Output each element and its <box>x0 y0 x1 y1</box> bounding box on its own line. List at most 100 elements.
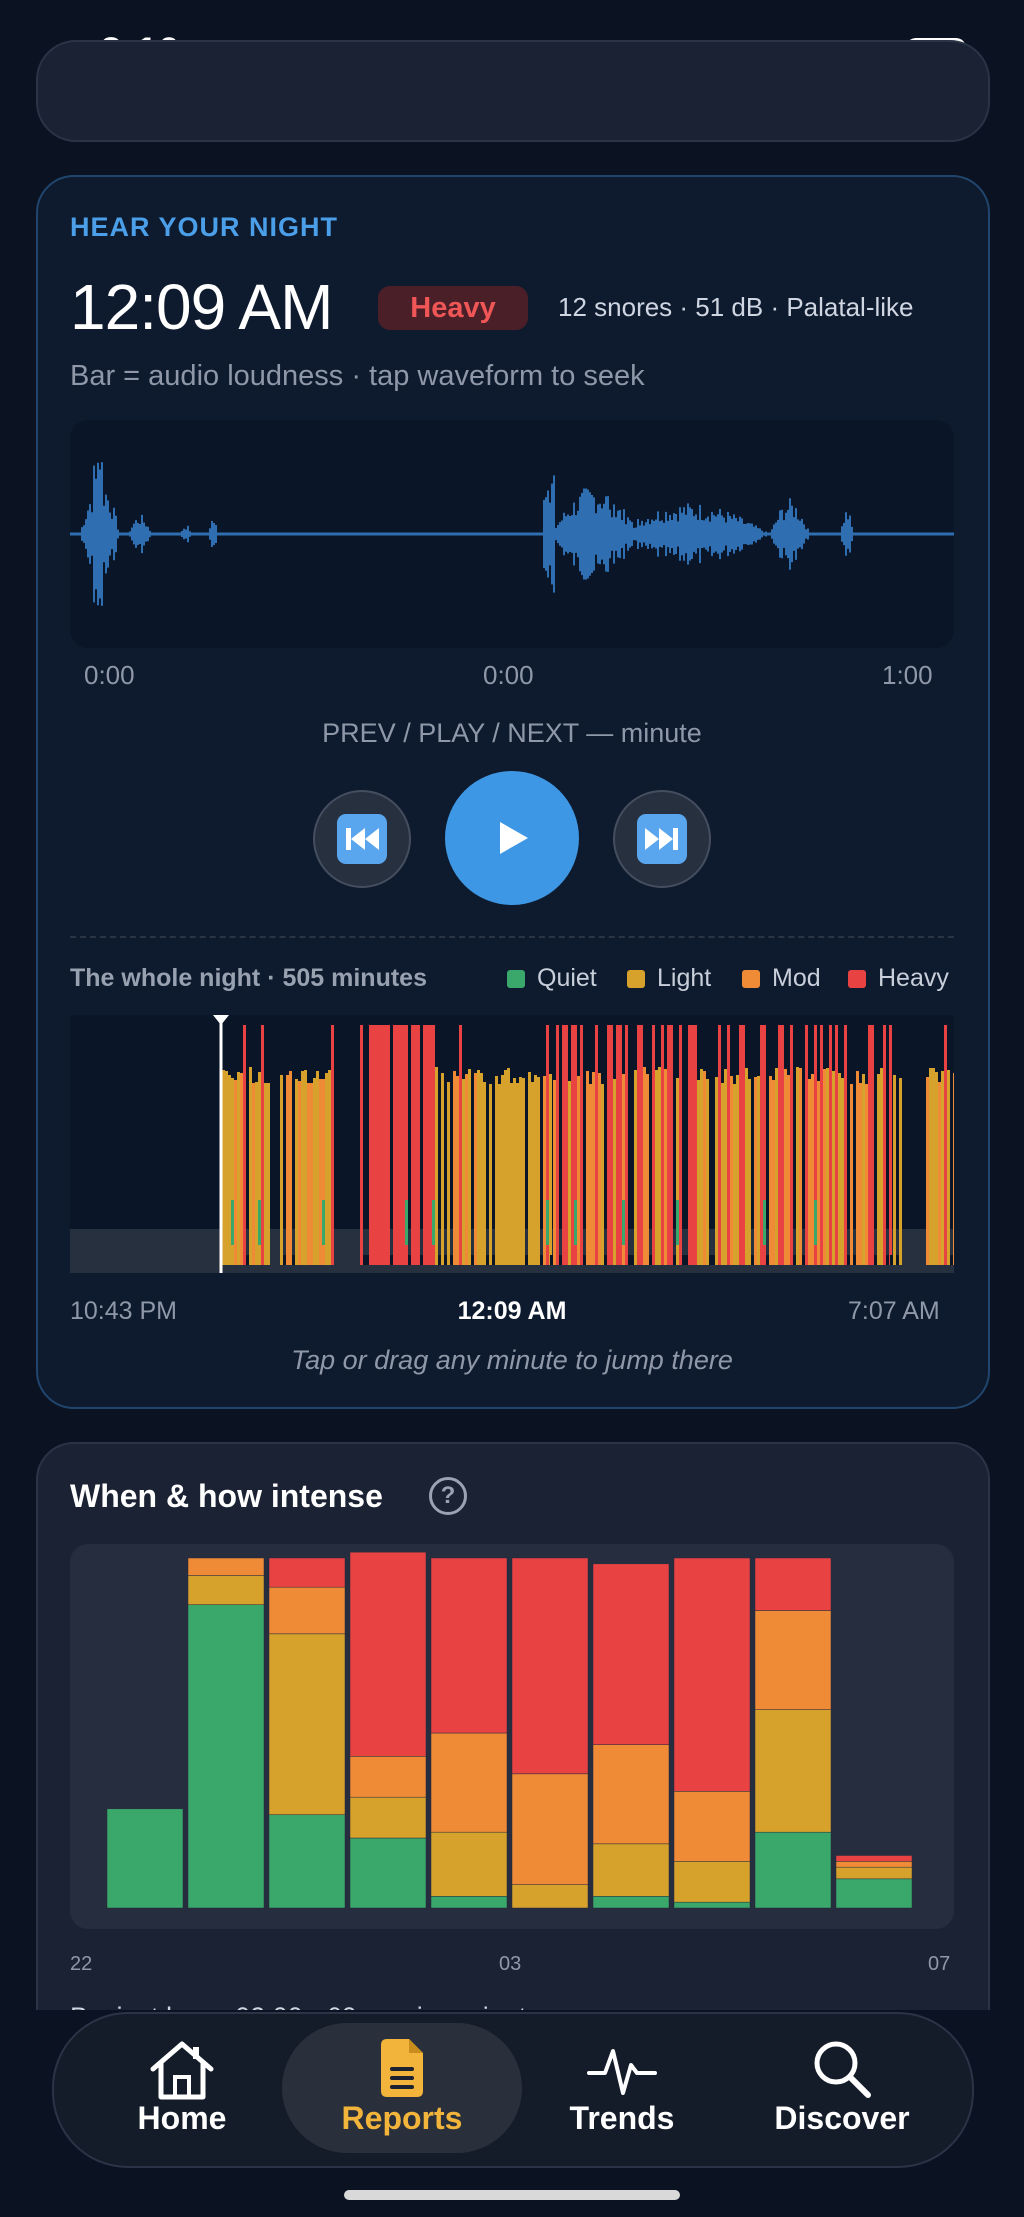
timeline-minute-bar <box>844 1025 847 1265</box>
timeline-minute-bar <box>516 1083 519 1265</box>
timeline-minute-bar <box>694 1025 697 1265</box>
play-button[interactable] <box>445 771 579 905</box>
timeline-minute-bar <box>399 1025 402 1265</box>
timeline-minute-bar <box>267 1083 270 1265</box>
timeline-minute-bar <box>331 1025 334 1265</box>
timeline-minute-bar <box>932 1068 935 1265</box>
timeline-minute-bar <box>730 1076 733 1265</box>
hour-label-mid: 03 <box>499 1953 522 1975</box>
night-timeline[interactable] <box>70 1015 956 1273</box>
home-icon <box>150 2041 214 2100</box>
timeline-minute-bar <box>574 1025 577 1265</box>
timeline-minute-bar <box>793 1255 796 1265</box>
timeline-minute-bar <box>886 1255 889 1265</box>
prev-minute-button[interactable] <box>313 790 411 888</box>
tab-trends[interactable] <box>522 2023 722 2153</box>
timeline-minute-bar <box>649 1255 652 1265</box>
legend-quiet-label: Quiet <box>537 964 597 992</box>
timeline-minute-bar <box>280 1075 283 1265</box>
legend-light-label: Light <box>657 964 712 992</box>
tab-discover-label: Discover <box>774 2100 910 2136</box>
timeline-minute-bar <box>929 1068 932 1265</box>
tab-reports[interactable] <box>302 2023 502 2153</box>
timeline-minute-bar <box>531 1082 534 1265</box>
timeline-minute-bar <box>676 1078 679 1265</box>
legend-mod: Mod <box>742 964 821 993</box>
timeline-minute-bar <box>310 1083 313 1265</box>
intensity-bar-segment <box>511 1557 589 1775</box>
legend-swatch-heavy <box>848 969 866 988</box>
intensity-title: When & how intense <box>70 1478 383 1514</box>
intensity-bar-segment <box>673 1901 751 1909</box>
timeline-minute-bar <box>480 1073 483 1265</box>
intensity-bar-segment <box>835 1878 913 1909</box>
timeline-minute-bar <box>286 1075 289 1265</box>
timeline-minute-bar <box>805 1025 808 1265</box>
timeline-minute-bar <box>411 1025 414 1265</box>
intensity-bar-segment <box>430 1896 508 1909</box>
legend-swatch-quiet <box>507 969 525 988</box>
timeline-minute-bar <box>546 1025 549 1265</box>
timeline-minute-bar <box>483 1082 486 1265</box>
timeline-minute-bar <box>252 1083 255 1265</box>
timeline-minute-bar <box>733 1084 736 1265</box>
timeline-minute-bar <box>550 1255 553 1265</box>
intensity-bar-segment <box>592 1896 670 1909</box>
timeline-minute-bar <box>240 1073 243 1265</box>
timeline-minute-bar <box>938 1082 941 1265</box>
timeline-minute-bar <box>258 1072 261 1265</box>
intensity-bar-segment <box>268 1633 346 1815</box>
timeline-minute-bar <box>513 1078 516 1265</box>
timeline-minute-bar <box>565 1025 568 1265</box>
timeline-minute-bar <box>325 1073 328 1265</box>
timeline-minute-bar <box>862 1074 865 1265</box>
night-selected-time: 12:09 AM <box>457 1297 567 1325</box>
intensity-bar-segment <box>511 1884 589 1909</box>
legend-swatch-mod <box>742 969 760 988</box>
timeline-minute-bar <box>859 1083 862 1265</box>
tab-trends-label: Trends <box>569 2100 675 2136</box>
timeline-minute-bar <box>387 1025 390 1265</box>
timeline-minute-bar <box>384 1025 387 1265</box>
tab-home[interactable] <box>82 2023 282 2153</box>
timeline-minute-bar <box>304 1070 307 1265</box>
timeline-minute-bar <box>522 1078 525 1265</box>
timeline-minute-bar <box>935 1072 938 1265</box>
timeline-minute-bar <box>504 1070 507 1265</box>
timeline-minute-bar <box>228 1075 231 1265</box>
intensity-bar-segment <box>430 1557 508 1734</box>
timeline-minute-bar <box>393 1025 396 1265</box>
timeline-minute-bar <box>847 1255 850 1265</box>
timeline-minute-bar <box>655 1070 658 1265</box>
timeline-minute-bar <box>292 1255 295 1265</box>
legend-heavy: Heavy <box>848 964 949 993</box>
timeline-minute-bar <box>865 1084 868 1265</box>
timeline-minute-bar <box>700 1069 703 1265</box>
timeline-minute-bar <box>369 1025 372 1265</box>
timeline-minute-bar <box>727 1025 730 1265</box>
next-minute-button[interactable] <box>613 790 711 888</box>
timeline-minute-bar <box>856 1071 859 1265</box>
intensity-chart <box>70 1544 954 1929</box>
timeline-hint: Tap or drag any minute to jump there <box>291 1345 733 1375</box>
timeline-minute-bar <box>781 1025 784 1265</box>
timeline-minute-bar <box>685 1255 688 1265</box>
timeline-playhead-marker <box>213 1015 229 1025</box>
timeline-minute-bar <box>775 1068 778 1265</box>
tab-discover[interactable] <box>742 2023 942 2153</box>
timeline-minute-bar <box>492 1255 495 1265</box>
timeline-quiet-mark <box>814 1200 817 1245</box>
timeline-minute-bar <box>724 1069 727 1265</box>
waveform[interactable] <box>70 420 954 648</box>
timeline-minute-bar <box>703 1071 706 1265</box>
timeline-minute-bar <box>661 1025 664 1265</box>
tab-reports-label: Reports <box>341 2100 463 2136</box>
timeline-minute-bar <box>549 1074 552 1265</box>
timeline-quiet-mark <box>763 1200 766 1245</box>
timeline-minute-bar <box>289 1071 292 1265</box>
timeline-minute-bar <box>453 1071 456 1265</box>
help-icon[interactable]: ? <box>429 1477 467 1515</box>
timeline-minute-bar <box>465 1074 468 1265</box>
timeline-minute-bar <box>712 1255 715 1265</box>
whole-night-label: The whole night · 505 minutes <box>70 964 427 992</box>
